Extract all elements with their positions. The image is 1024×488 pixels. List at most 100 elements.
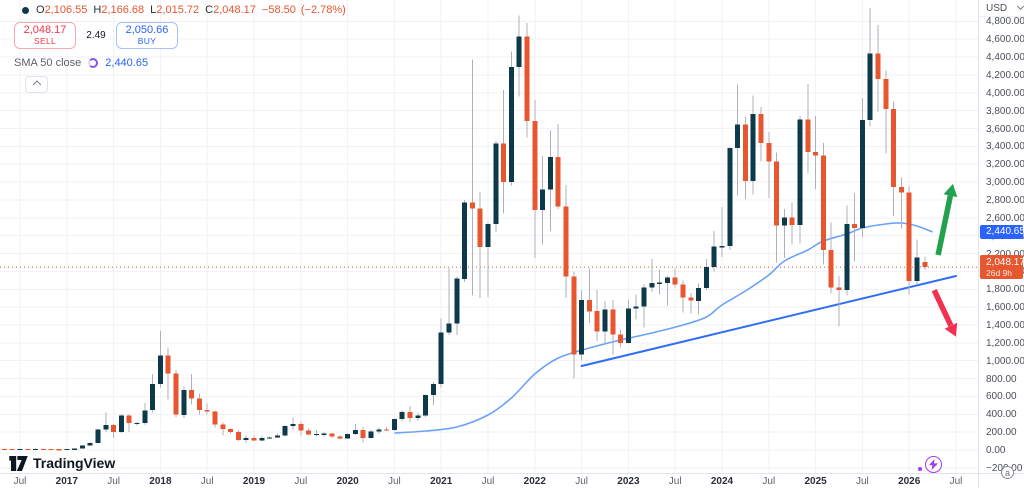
price-tick-label: 3,400.00 (986, 141, 1024, 153)
candle-body (267, 437, 273, 439)
collapse-legend-button[interactable] (25, 76, 48, 93)
support-trendline[interactable] (580, 275, 957, 367)
candle-body (337, 436, 343, 439)
candlestick-chart[interactable] (0, 0, 978, 473)
candle-body (922, 261, 928, 268)
candle-body (134, 422, 140, 424)
chevron-up-icon (32, 80, 41, 89)
candle-body (103, 425, 109, 430)
price-tick-label: 400.00 (986, 409, 1017, 421)
candle-body (532, 121, 538, 210)
candle-body (501, 143, 507, 183)
price-tick-label: 3,200.00 (986, 159, 1024, 171)
price-tick-label: 4,000.00 (986, 87, 1024, 99)
candle-body (594, 311, 600, 332)
candle-body (376, 429, 382, 432)
trade-buttons: 2,048.17 SELL 2.49 2,050.66 BUY (14, 22, 351, 49)
candle-body (25, 448, 31, 451)
currency-selector[interactable]: USD (979, 0, 1024, 17)
candle-body (407, 411, 413, 418)
open-label: O (36, 4, 45, 16)
candle-body (157, 355, 163, 384)
instant-trading-icon[interactable] (925, 456, 942, 473)
candle-body (454, 278, 460, 324)
candle-body (781, 217, 787, 226)
candle-body (680, 284, 686, 298)
price-tick-label: 2,200.00 (986, 248, 1024, 260)
candle-body (493, 143, 499, 225)
candle-body (586, 300, 592, 312)
candle-body (540, 189, 546, 210)
sell-button[interactable]: 2,048.17 SELL (14, 22, 76, 49)
candle-body (368, 431, 374, 439)
candle-body (836, 287, 842, 290)
price-axis[interactable]: USD 4,800.00 4,600.00 4,400.00 4,200.00 4,00… (978, 0, 1024, 488)
candle-body (641, 287, 647, 307)
candle-body (688, 297, 694, 301)
indicator-value: 2,440.65 (105, 57, 149, 69)
candle-body (571, 276, 577, 355)
up-arrow[interactable] (935, 195, 954, 256)
candle-body (657, 282, 663, 284)
candle-body (259, 437, 265, 441)
candle-body (251, 438, 257, 441)
candle-body (883, 79, 889, 109)
time-tick-label: Jul (668, 476, 682, 487)
sma-50-line[interactable] (394, 222, 933, 434)
time-tick-label: Jul (294, 476, 308, 487)
auto-scale-icon[interactable]: a (1001, 466, 1014, 479)
low-value: 2,015.72 (156, 4, 200, 16)
candle-body (298, 424, 304, 431)
buy-price: 2,050.66 (125, 24, 169, 37)
time-tick-label: 2019 (242, 476, 266, 487)
candle-body (696, 287, 702, 301)
candle-body (844, 224, 850, 290)
ohlc-readout: O2,106.55 H2,166.68 L2,015.72 C2,048.17 … (22, 4, 351, 16)
time-tick-label: Jul (949, 476, 963, 487)
candle-body (17, 448, 23, 451)
candle-body (774, 161, 780, 226)
candle-body (56, 449, 62, 451)
time-tick-label: 2022 (523, 476, 546, 487)
candle-body (516, 36, 522, 68)
price-tick-label: 2,800.00 (986, 195, 1024, 206)
candle-body (415, 415, 421, 418)
price-tick-label: 3,600.00 (986, 123, 1024, 135)
chart-legend: O2,106.55 H2,166.68 L2,015.72 C 2,048.17 … (14, 4, 351, 93)
time-tick-label: Jul (481, 476, 495, 487)
candle-body (1, 448, 7, 450)
candle-body (625, 308, 631, 344)
lightning-bolt-icon (929, 459, 938, 470)
sell-label: SELL (34, 35, 56, 46)
candle-body (469, 202, 475, 209)
sma-indicator-legend[interactable]: SMA 50 close 2,440.65 (14, 57, 351, 69)
price-tick-label: 3,000.00 (986, 177, 1024, 189)
time-tick-label: 2025 (804, 476, 827, 487)
candle-body (758, 114, 764, 143)
last-price-badge: 2,048.17 26d 9h (980, 255, 1024, 280)
candle-body (742, 124, 748, 181)
open-value: 2,106.55 (44, 4, 88, 16)
candle-body (220, 424, 226, 430)
loading-spinner-icon (88, 58, 99, 68)
candle-body (633, 306, 639, 309)
buy-button[interactable]: 2,050.66 BUY (116, 22, 178, 49)
time-axis[interactable]: Jul 2017 Jul 2018 Jul 2019 Jul 2020 Jul 2021 Jul 20… (0, 473, 1024, 488)
low-label: L (150, 4, 157, 16)
price-tick-label: 3,800.00 (986, 105, 1024, 117)
down-arrow[interactable] (931, 289, 954, 327)
watermark-brand: TradingView (33, 455, 116, 471)
time-tick-label: 2018 (149, 476, 172, 487)
candle-body (618, 334, 624, 344)
price-tick-label: 4,600.00 (986, 34, 1024, 46)
candle-body (79, 445, 85, 449)
buy-label: BUY (137, 35, 157, 46)
currency-label: USD (986, 2, 1008, 14)
candle-body (243, 438, 249, 440)
price-tick-label: 1,800.00 (986, 284, 1024, 296)
candle-body (228, 429, 234, 433)
candle-body (813, 152, 819, 156)
candle-body (859, 120, 865, 228)
candle-body (750, 114, 756, 181)
